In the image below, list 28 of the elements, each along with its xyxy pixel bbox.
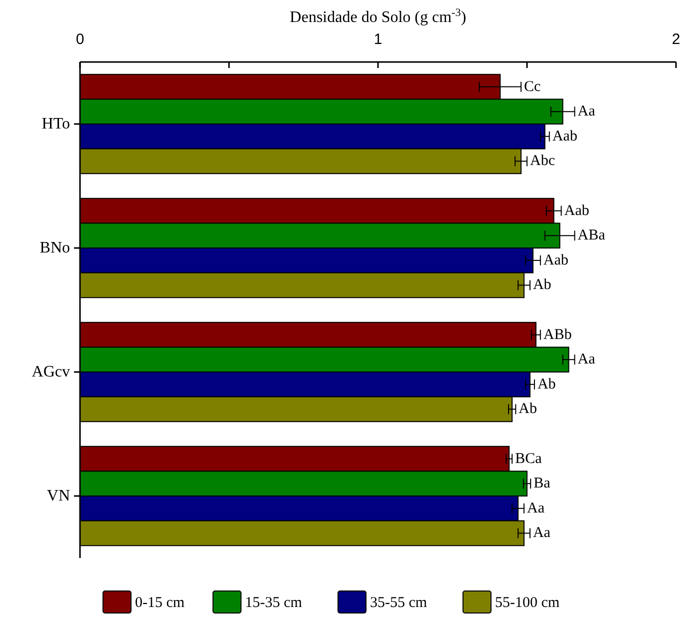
data-label: Ab xyxy=(532,277,552,294)
x-tick-label: 1 xyxy=(374,31,382,48)
data-label: Aab xyxy=(564,202,590,219)
y-tick-label: BNo xyxy=(40,240,70,256)
x-tick-label: 2 xyxy=(672,31,680,48)
data-label: Cc xyxy=(524,78,542,95)
data-label: Ab xyxy=(537,376,556,392)
data-label: Ba xyxy=(534,476,551,492)
legend-label: 55-100 cm xyxy=(495,595,560,611)
data-label: Aa xyxy=(532,525,551,542)
legend-label: 0-15 cm xyxy=(135,595,185,611)
data-label: Aa xyxy=(578,104,596,120)
y-tick-label: AGcv xyxy=(32,364,70,380)
data-label: Aa xyxy=(578,352,596,368)
data-label: Aab xyxy=(552,128,578,144)
y-tick-label: HTo xyxy=(42,116,70,132)
legend-label: 15-35 cm xyxy=(245,595,302,611)
data-label: Aab xyxy=(543,252,568,268)
data-label: Ab xyxy=(518,401,538,418)
data-label: BCa xyxy=(515,450,542,467)
data-label: ABb xyxy=(543,326,572,343)
data-label: Aa xyxy=(527,500,545,516)
x-axis-title: Densidade do Solo (g cm$^{-3}$) xyxy=(290,7,466,26)
legend-label: 35-55 cm xyxy=(370,595,428,611)
y-tick-label: VN xyxy=(46,488,70,504)
data-label: Abc xyxy=(530,153,556,170)
data-label: ABa xyxy=(578,228,606,244)
x-tick-label: 0 xyxy=(76,31,84,48)
